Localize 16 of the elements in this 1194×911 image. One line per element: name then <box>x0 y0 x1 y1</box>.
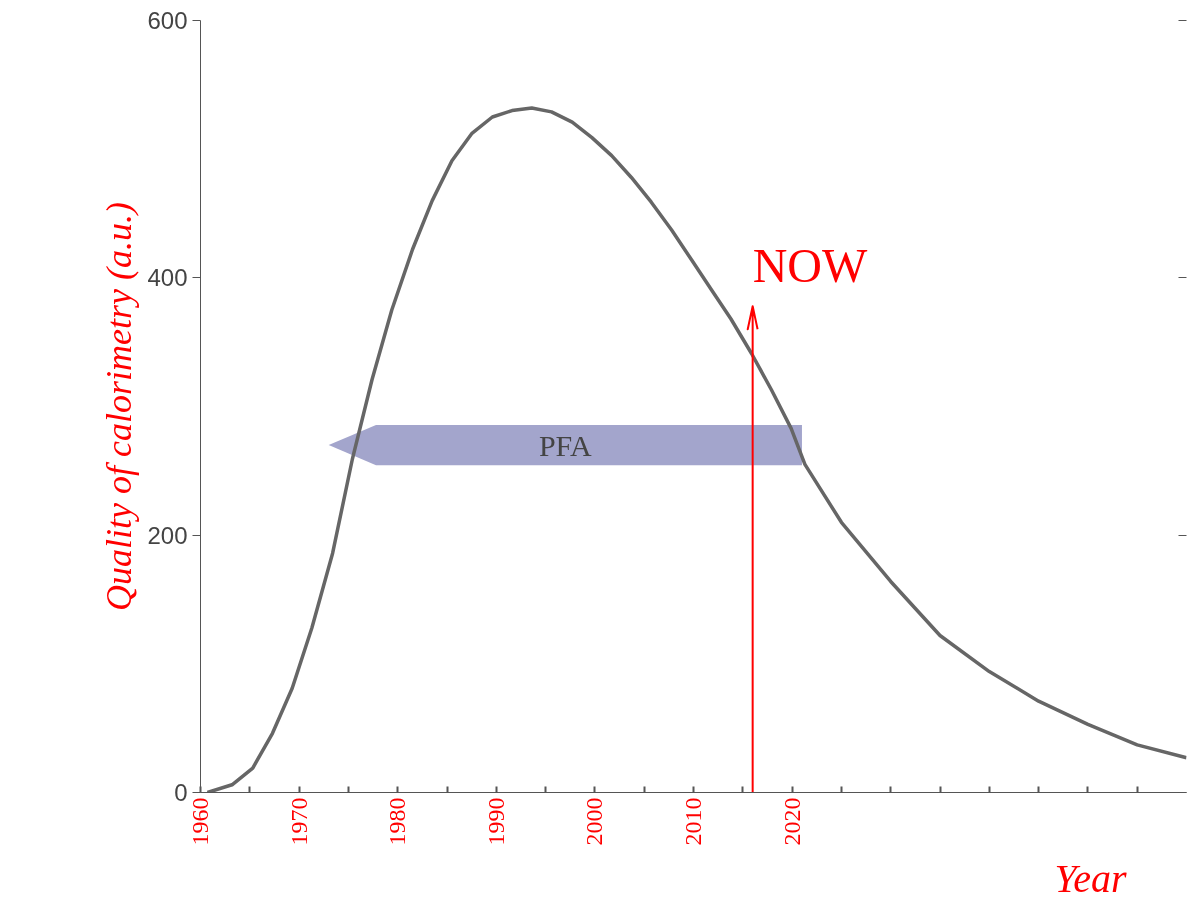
x-tick-label: 1970 <box>285 797 312 846</box>
x-tick-label: 2010 <box>680 797 706 846</box>
line-series <box>205 106 1187 793</box>
ref-line-label: NOW <box>752 239 868 293</box>
y-axis-title: Quality of calorimetry (a.u.) <box>99 202 140 611</box>
band-label: PFA <box>538 428 593 462</box>
y-tick-label: 0 <box>174 779 188 806</box>
y-tick-label: 400 <box>147 264 188 292</box>
y-tick-label: 200 <box>147 521 188 549</box>
x-tick-label: 1980 <box>384 797 411 846</box>
y-tick-label: 600 <box>147 7 188 34</box>
x-tick-label: 2000 <box>581 797 608 846</box>
x-axis-title: Year <box>1054 855 1127 901</box>
x-tick-label: 1960 <box>187 797 213 846</box>
x-tick-label: 2020 <box>778 797 805 846</box>
x-tick-label: 1990 <box>482 797 509 846</box>
